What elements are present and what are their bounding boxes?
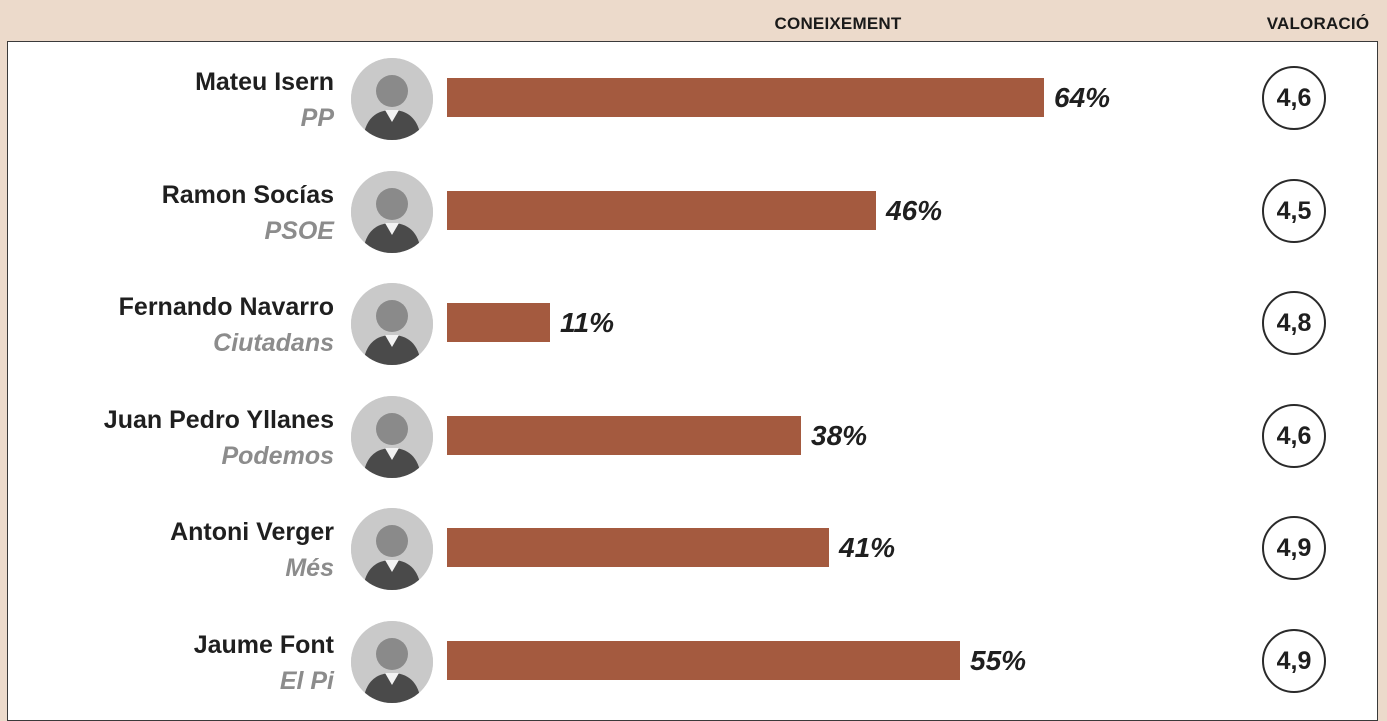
person-photo-icon — [351, 396, 433, 478]
candidate-row: Juan Pedro Yllanes Podemos 38% 4,6 — [0, 394, 1387, 484]
candidate-name: Juan Pedro Yllanes — [103, 406, 334, 434]
candidate-party: El Pi — [279, 667, 334, 695]
candidate-name: Mateu Isern — [195, 68, 334, 96]
candidate-party: Podemos — [221, 442, 334, 470]
candidate-party: Ciutadans — [213, 329, 334, 357]
candidate-row: Antoni Verger Més 41% 4,9 — [0, 506, 1387, 596]
person-photo-icon — [351, 283, 433, 365]
knowledge-value-label: 46% — [886, 195, 943, 226]
rating-badge: 4,9 — [1262, 516, 1326, 580]
knowledge-bar — [447, 191, 876, 230]
knowledge-bar — [447, 78, 1044, 117]
person-photo-icon — [351, 508, 433, 590]
candidate-name: Jaume Font — [193, 631, 334, 659]
rating-badge: 4,8 — [1262, 291, 1326, 355]
knowledge-bar — [447, 416, 801, 455]
candidate-row: Mateu Isern PP 64% 4,6 — [0, 56, 1387, 146]
knowledge-value-label: 11% — [560, 307, 614, 338]
candidate-party: PP — [300, 104, 334, 132]
valoracio-header: VALORACIÓ — [1266, 14, 1370, 33]
rating-badge: 4,9 — [1262, 629, 1326, 693]
knowledge-value-label: 41% — [839, 532, 896, 563]
candidate-name: Antoni Verger — [170, 518, 334, 546]
candidate-row: Jaume Font El Pi 55% 4,9 — [0, 619, 1387, 709]
candidate-row: Fernando Navarro Ciutadans 11% 4,8 — [0, 281, 1387, 371]
rating-badge: 4,6 — [1262, 66, 1326, 130]
rating-badge: 4,5 — [1262, 179, 1326, 243]
candidate-party: PSOE — [264, 217, 334, 245]
person-photo-icon — [351, 58, 433, 140]
knowledge-bar — [447, 303, 550, 342]
knowledge-value-label: 38% — [811, 420, 868, 451]
rating-badge: 4,6 — [1262, 404, 1326, 468]
person-photo-icon — [351, 621, 433, 703]
person-photo-icon — [351, 171, 433, 253]
knowledge-bar — [447, 641, 960, 680]
candidate-name: Fernando Navarro — [118, 293, 334, 321]
knowledge-value-label: 64% — [1054, 82, 1111, 113]
candidate-party: Més — [285, 554, 334, 582]
coneixement-header: CONEIXEMENT — [774, 14, 902, 33]
chart-panel — [7, 41, 1378, 721]
candidate-row: Ramon Socías PSOE 46% 4,5 — [0, 169, 1387, 259]
candidate-name: Ramon Socías — [161, 181, 334, 209]
knowledge-bar — [447, 528, 829, 567]
knowledge-value-label: 55% — [970, 645, 1027, 676]
